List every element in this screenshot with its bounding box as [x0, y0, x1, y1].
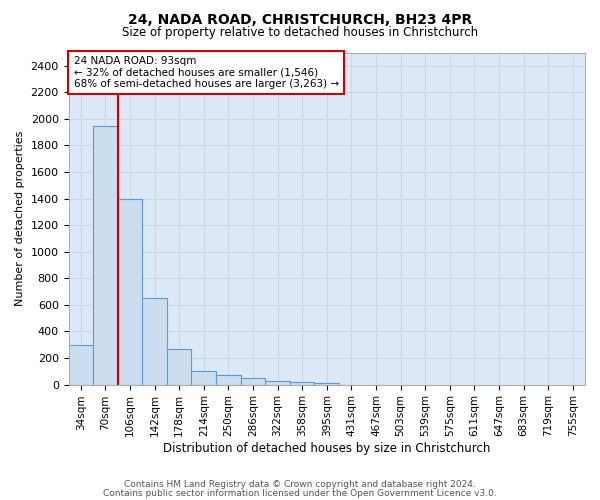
Text: 24 NADA ROAD: 93sqm
← 32% of detached houses are smaller (1,546)
68% of semi-det: 24 NADA ROAD: 93sqm ← 32% of detached ho…: [74, 56, 339, 89]
Bar: [265, 380, 290, 384]
Bar: [191, 372, 216, 384]
Bar: [241, 378, 265, 384]
Y-axis label: Number of detached properties: Number of detached properties: [15, 131, 25, 306]
Bar: [290, 382, 314, 384]
Text: Contains public sector information licensed under the Open Government Licence v3: Contains public sector information licen…: [103, 490, 497, 498]
Bar: [216, 376, 241, 384]
Bar: [93, 126, 118, 384]
Bar: [118, 198, 142, 384]
Text: Contains HM Land Registry data © Crown copyright and database right 2024.: Contains HM Land Registry data © Crown c…: [124, 480, 476, 489]
Bar: [167, 348, 191, 384]
Bar: [68, 344, 93, 385]
Text: Size of property relative to detached houses in Christchurch: Size of property relative to detached ho…: [122, 26, 478, 39]
Text: 24, NADA ROAD, CHRISTCHURCH, BH23 4PR: 24, NADA ROAD, CHRISTCHURCH, BH23 4PR: [128, 12, 472, 26]
Bar: [142, 298, 167, 384]
X-axis label: Distribution of detached houses by size in Christchurch: Distribution of detached houses by size …: [163, 442, 490, 455]
